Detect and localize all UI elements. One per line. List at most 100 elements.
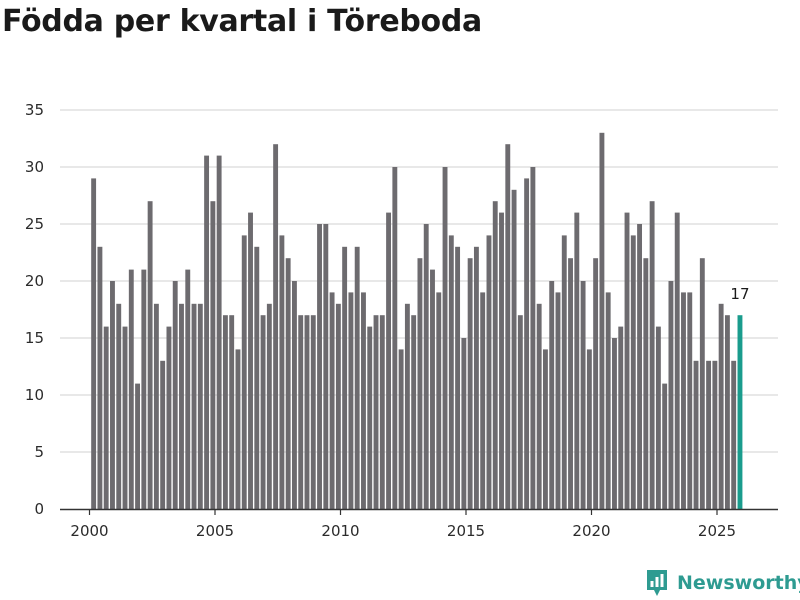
bar <box>662 383 668 509</box>
bar <box>580 281 586 509</box>
bar <box>530 167 536 509</box>
bar <box>724 315 730 509</box>
bar <box>549 281 555 509</box>
chart-title: Födda per kvartal i Töreboda <box>2 4 482 39</box>
newsworthy-logo-icon <box>647 570 667 596</box>
bar <box>655 326 661 509</box>
bar <box>254 246 260 510</box>
x-tick-label: 2020 <box>572 522 610 540</box>
bar <box>398 349 404 509</box>
bar <box>505 144 511 509</box>
bar <box>291 281 297 509</box>
bar <box>248 212 253 509</box>
bar <box>630 235 636 509</box>
bar <box>210 201 216 509</box>
y-tick-label: 20 <box>25 272 44 290</box>
bar <box>731 360 737 509</box>
bar <box>229 315 235 509</box>
brand-name: Newsworthy <box>677 572 800 594</box>
bar <box>147 201 153 509</box>
bars <box>91 132 743 510</box>
bar <box>348 292 354 509</box>
bar <box>637 224 643 509</box>
y-tick-label: 0 <box>34 500 44 518</box>
bar <box>216 155 222 509</box>
bar <box>605 292 611 509</box>
bar <box>461 338 467 509</box>
bar-latest <box>737 315 743 509</box>
bar <box>417 258 423 509</box>
bar <box>492 201 498 509</box>
bar <box>473 246 479 510</box>
x-tick-label: 2025 <box>698 522 736 540</box>
bar <box>404 303 410 509</box>
y-tick-label: 30 <box>25 158 44 176</box>
bar <box>442 167 448 509</box>
bar <box>342 246 348 510</box>
bar <box>160 360 166 509</box>
bar <box>681 292 686 509</box>
bar <box>103 326 109 509</box>
bar <box>542 349 548 509</box>
bar <box>524 178 530 509</box>
bar <box>329 292 335 509</box>
bar <box>97 246 103 510</box>
bar <box>241 235 247 509</box>
bar <box>185 269 191 509</box>
bar <box>480 292 486 509</box>
bar <box>718 303 724 509</box>
bar <box>618 326 624 509</box>
bar <box>386 212 392 509</box>
y-tick-label: 5 <box>34 443 44 461</box>
bar <box>304 315 310 509</box>
bar <box>166 326 172 509</box>
bar <box>191 303 197 509</box>
bar <box>599 132 605 510</box>
bar <box>298 315 304 509</box>
bar <box>354 246 360 510</box>
bar <box>153 303 159 509</box>
bar <box>674 212 680 509</box>
bar <box>687 292 693 509</box>
y-tick-label: 25 <box>25 215 44 233</box>
bar <box>511 189 517 510</box>
brand-logo: Newsworthy <box>645 568 800 598</box>
bar <box>222 315 228 509</box>
y-tick-label: 10 <box>25 386 44 404</box>
bar <box>310 315 316 509</box>
bar <box>536 303 542 509</box>
bar <box>499 212 504 509</box>
bar <box>568 258 573 509</box>
bar <box>555 292 561 509</box>
bar <box>448 235 454 509</box>
bar <box>612 338 617 509</box>
bar <box>172 281 178 509</box>
bar <box>423 224 429 509</box>
bar <box>323 224 329 509</box>
bar <box>135 383 141 509</box>
bar <box>712 360 718 509</box>
bar <box>110 281 115 509</box>
bar <box>699 258 705 509</box>
x-tick-label: 2000 <box>70 522 108 540</box>
bar <box>430 269 435 509</box>
bar <box>649 201 655 509</box>
bar <box>367 326 373 509</box>
bar <box>279 235 285 509</box>
bar <box>455 246 461 510</box>
bar <box>122 326 128 509</box>
bar <box>260 315 266 509</box>
bar <box>411 315 417 509</box>
bar <box>179 303 184 509</box>
bar <box>197 303 203 509</box>
bar <box>436 292 442 509</box>
bar <box>373 315 379 509</box>
bar <box>643 258 649 509</box>
x-tick-label: 2015 <box>447 522 485 540</box>
bar <box>574 212 580 509</box>
y-tick-label: 15 <box>25 329 44 347</box>
bar <box>273 144 279 509</box>
data-labels: 17 <box>730 285 749 303</box>
bar <box>586 349 592 509</box>
bar <box>693 360 699 509</box>
